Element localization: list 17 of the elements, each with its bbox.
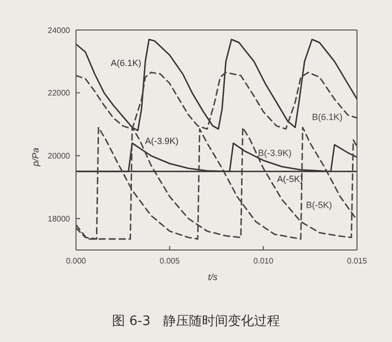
x-tick-label: 0.005 xyxy=(160,256,180,266)
series-label: A(-5K) xyxy=(276,174,303,184)
series-label: A(-3.9K) xyxy=(144,136,178,146)
y-tick-label: 20000 xyxy=(48,152,71,161)
y-tick-label: 18000 xyxy=(48,214,71,224)
y-tick-label: 24000 xyxy=(48,26,71,35)
x-axis-title: t/s xyxy=(208,272,218,282)
text: 图 6-3 静压随时间变化过程 xyxy=(111,313,281,330)
series-label: B(6.1K) xyxy=(312,112,343,122)
series-label: B(-3.9K) xyxy=(258,148,292,158)
y-tick-label: 22000 xyxy=(48,88,71,98)
x-tick-label: 0.015 xyxy=(346,256,368,266)
x-tick-label: 0.000 xyxy=(66,256,87,266)
series-label: B(-5K) xyxy=(306,200,332,210)
y-axis-title: p/Pa xyxy=(30,148,40,166)
series-label: A(6.1K) xyxy=(110,58,142,68)
x-tick-label: 0.010 xyxy=(253,256,274,266)
